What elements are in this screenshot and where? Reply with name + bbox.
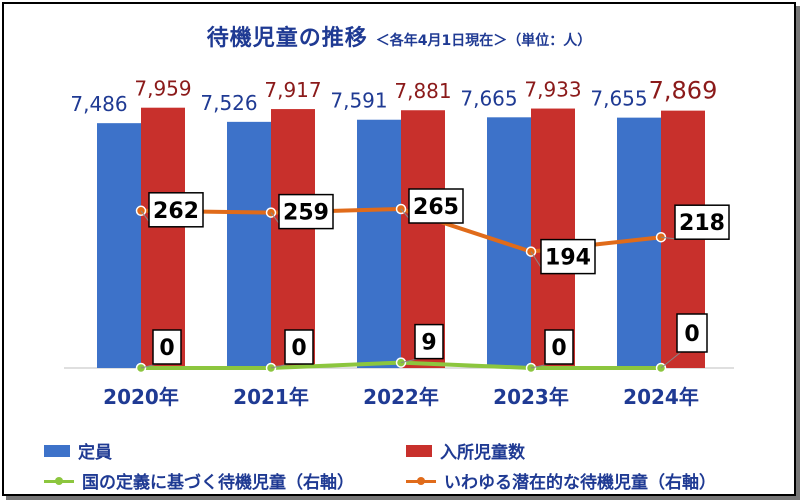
latent-label-box-5: [674, 204, 730, 240]
legend-item-national: 国の定義に基づく待機児童（右軸）: [44, 468, 354, 493]
legend-swatch-national: [44, 475, 74, 487]
latent-label-box-3: [408, 188, 464, 224]
legend-label-capacity: 定員: [78, 443, 112, 463]
latent-label-3: 265: [413, 195, 459, 220]
x-tick-label-3: 2022年: [363, 385, 439, 409]
bar-enrolled-1: [141, 107, 185, 369]
legend-label-enrolled: 入所児童数: [440, 443, 525, 463]
national-label-box-1: [152, 329, 182, 365]
label-capacity-2: 7,526: [200, 91, 257, 115]
label-enrolled-2: 7,917: [264, 78, 321, 102]
latent-label-box-4: [540, 238, 596, 275]
national-label-box-3: [414, 323, 444, 360]
x-tick-label-5: 2024年: [623, 385, 699, 409]
label-capacity-3: 7,591: [330, 89, 387, 113]
label-capacity-1: 7,486: [70, 92, 127, 116]
national-label-2: 0: [291, 336, 306, 361]
legend-label-latent: いわゆる潜在的な待機児童（右軸）: [444, 473, 716, 493]
label-enrolled-3: 7,881: [394, 79, 451, 103]
bar-capacity-3: [357, 119, 401, 368]
national-label-box-4: [544, 329, 574, 365]
national-label-3: 9: [421, 331, 436, 356]
x-tick-label-1: 2020年: [103, 385, 179, 409]
label-capacity-5: 7,655: [590, 87, 647, 111]
legend-item-capacity: 定員: [44, 438, 112, 463]
label-enrolled-1: 7,959: [134, 77, 191, 101]
national-label-5: 0: [684, 322, 699, 347]
x-tick-label-2: 2021年: [233, 385, 309, 409]
latent-label-1: 262: [153, 199, 199, 224]
bar-capacity-1: [97, 123, 141, 369]
label-enrolled-5: 7,869: [649, 77, 718, 105]
bar-enrolled-2: [271, 109, 315, 368]
chart-plot: 7,486 7,959 2020年 7,526 7,917 2021年 7,591 7,881…: [64, 77, 734, 409]
legend-swatch-capacity: [44, 444, 70, 457]
national-label-1: 0: [159, 336, 174, 361]
chart-title: 待機児童の推移: [206, 26, 368, 51]
label-enrolled-4: 7,933: [524, 78, 581, 102]
latent-label-box-2: [278, 193, 334, 230]
national-label-box-5: [676, 313, 708, 353]
legend-item-latent: いわゆる潜在的な待機児童（右軸）: [406, 468, 716, 493]
legend-swatch-latent: [406, 475, 436, 487]
bar-enrolled-4: [531, 108, 575, 368]
legend-swatch-enrolled: [406, 444, 432, 457]
bar-capacity-2: [227, 121, 271, 368]
legend-item-enrolled: 入所児童数: [406, 438, 525, 463]
latent-label-4: 194: [545, 246, 591, 271]
national-leader-5: [660, 351, 682, 369]
chart-subtitle: ＜各年4月1日現在＞（単位：人）: [375, 33, 592, 49]
latent-label-5: 218: [679, 211, 725, 236]
latent-label-2: 259: [283, 201, 329, 226]
chart-header: 待機児童の推移 ＜各年4月1日現在＞（単位：人）: [4, 20, 794, 52]
national-label-4: 0: [551, 336, 566, 361]
legend-label-national: 国の定義に基づく待機児童（右軸）: [82, 473, 354, 493]
x-tick-label-4: 2023年: [493, 385, 569, 409]
label-capacity-4: 7,665: [460, 86, 517, 110]
legend: 定員 入所児童数 国の定義に基づく待機児童（右軸） いわゆる潜在的な待機児童（右…: [44, 438, 784, 494]
national-label-box-2: [284, 329, 314, 365]
latent-label-box-1: [148, 192, 204, 228]
